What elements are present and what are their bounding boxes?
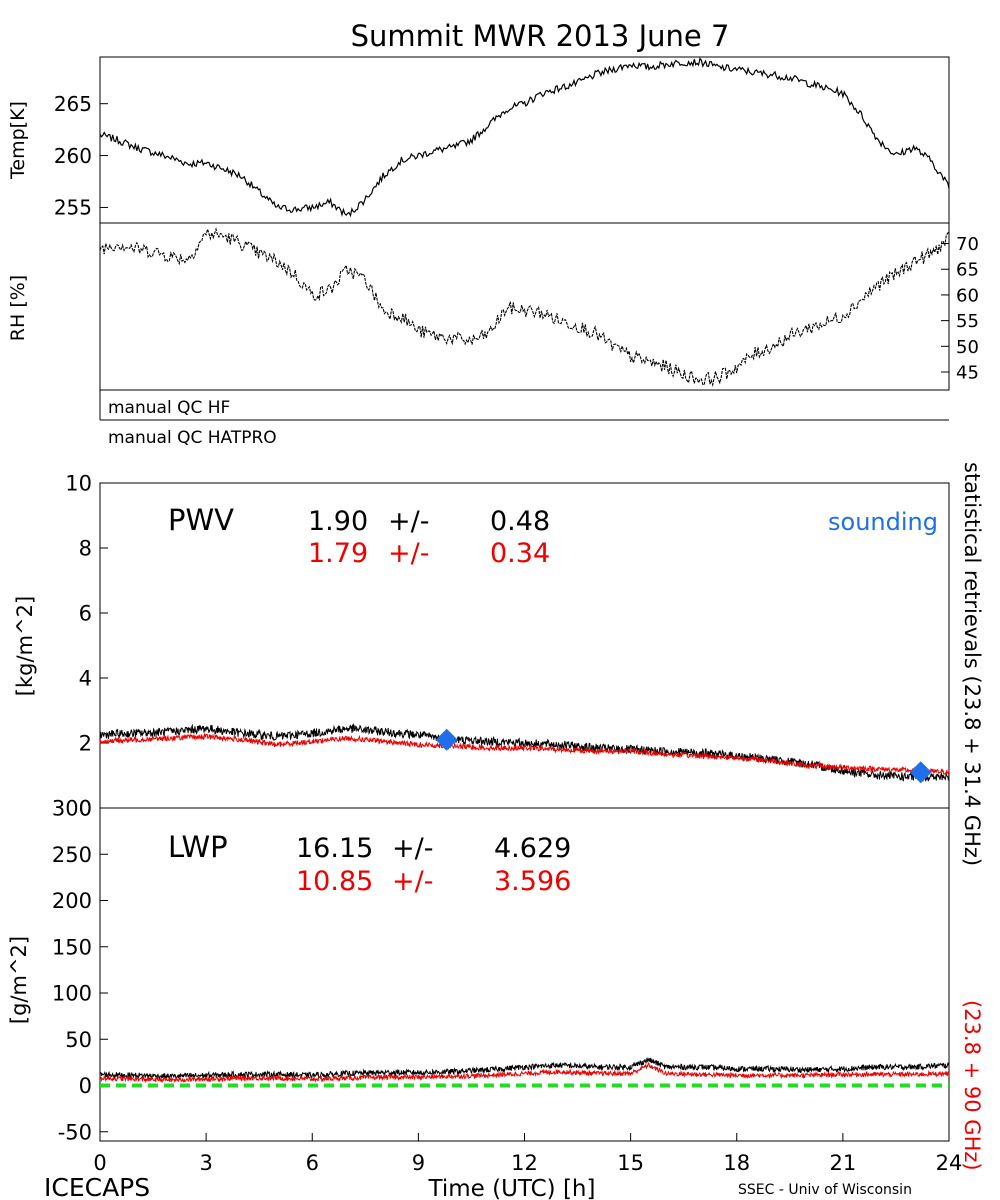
pwv-ylabel: [kg/m^2] <box>13 596 37 696</box>
footer-xlabel: Time (UTC) [h] <box>428 1176 596 1200</box>
rh-y-tick-label: 55 <box>956 311 979 332</box>
lwp-stat-red-err: 3.596 <box>494 866 571 897</box>
pwv-stat-red-value: 1.79 <box>308 538 368 569</box>
temp-y-tick-label: 265 <box>54 92 92 116</box>
sounding-marker <box>909 761 932 784</box>
footer-left: ICECAPS <box>44 1173 150 1200</box>
pwv-y-tick-label: 6 <box>79 602 92 626</box>
qc-strip: manual QC HF manual QC HATPRO <box>99 390 949 448</box>
temp-series-line <box>99 57 950 218</box>
side-label-red: (23.8 + 90 GHz) <box>960 1000 984 1171</box>
temp-panel: Temp[K] 255 260 265 <box>7 56 950 224</box>
pwv-stat-red-pm: +/- <box>388 538 429 569</box>
x-tick-label: 9 <box>412 1151 425 1175</box>
footer-right: SSEC - Univ of Wisconsin <box>738 1182 912 1198</box>
pwv-stat-black-err: 0.48 <box>490 506 550 537</box>
pwv-stat-red-err: 0.34 <box>490 538 550 569</box>
pwv-legend-sounding: sounding <box>828 508 938 536</box>
x-tick-label: 6 <box>306 1151 319 1175</box>
rh-y-ticks: 45 50 55 60 65 70 <box>941 234 979 383</box>
x-tick-label: 18 <box>723 1151 750 1175</box>
lwp-y-tick-label: 100 <box>52 982 92 1006</box>
lwp-stat-black-pm: +/- <box>392 833 433 864</box>
lwp-y-tick-label: 250 <box>52 843 92 867</box>
lwp-y-tick-label: 50 <box>65 1028 92 1052</box>
lwp-y-tick-label: 200 <box>52 889 92 913</box>
lwp-stat-black-value: 16.15 <box>296 833 373 864</box>
temp-ylabel: Temp[K] <box>7 101 29 180</box>
temp-frame <box>99 56 950 224</box>
rh-frame <box>99 222 950 391</box>
pwv-y-tick-label: 4 <box>79 667 92 691</box>
temp-y-tick-label: 255 <box>54 196 92 220</box>
lwp-x-ticks: 0 3 6 9 12 15 18 21 24 <box>93 1133 962 1175</box>
x-tick-label: 3 <box>199 1151 212 1175</box>
pwv-y-tick-label: 2 <box>79 732 92 756</box>
lwp-series-red <box>99 1061 950 1084</box>
lwp-stat-black-err: 4.629 <box>494 833 571 864</box>
rh-y-tick-label: 70 <box>956 234 979 255</box>
lwp-stat-red-pm: +/- <box>392 866 433 897</box>
pwv-series-red <box>99 732 950 776</box>
lwp-series-black <box>99 1057 950 1081</box>
x-tick-label: 0 <box>93 1151 106 1175</box>
lwp-y-tick-label: -50 <box>58 1120 92 1144</box>
x-tick-label: 24 <box>936 1151 963 1175</box>
rh-y-tick-label: 45 <box>956 362 979 383</box>
qc-hf-label: manual QC HF <box>108 398 230 418</box>
rh-y-tick-label: 50 <box>956 337 979 358</box>
lwp-title: LWP <box>168 830 228 864</box>
side-label-black: statistical retrievals (23.8 + 31.4 GHz) <box>960 462 984 866</box>
lwp-stat-red-value: 10.85 <box>296 866 373 897</box>
x-tick-label: 21 <box>830 1151 857 1175</box>
rh-series-line <box>99 227 950 387</box>
rh-panel: RH [%] 45 50 55 60 65 70 <box>7 222 979 391</box>
sounding-marker <box>435 728 458 751</box>
x-tick-label: 12 <box>511 1151 538 1175</box>
figure-title: Summit MWR 2013 June 7 <box>351 19 730 53</box>
pwv-y-tick-label: 0 <box>79 797 92 821</box>
x-tick-label: 15 <box>617 1151 644 1175</box>
lwp-y-ticks: -50 0 50 100 150 200 250 300 <box>52 797 108 1144</box>
pwv-y-ticks: 0 2 4 6 8 10 <box>65 472 108 821</box>
lwp-y-tick-label: 0 <box>79 1074 92 1098</box>
qc-hatpro-label: manual QC HATPRO <box>108 428 277 448</box>
lwp-y-tick-label: 300 <box>52 797 92 821</box>
pwv-sounding-markers <box>435 728 932 784</box>
pwv-stat-black-pm: +/- <box>388 506 429 537</box>
rh-y-tick-label: 60 <box>956 285 979 306</box>
pwv-title: PWV <box>168 503 234 537</box>
pwv-stat-black-value: 1.90 <box>308 506 368 537</box>
rh-ylabel: RH [%] <box>7 275 29 341</box>
pwv-y-tick-label: 10 <box>65 472 92 496</box>
temp-y-tick-label: 260 <box>54 144 92 168</box>
pwv-series-black <box>99 722 950 782</box>
pwv-y-tick-label: 8 <box>79 537 92 561</box>
temp-y-ticks: 255 260 265 <box>54 92 108 220</box>
lwp-ylabel: [g/m^2] <box>7 936 31 1024</box>
lwp-y-tick-label: 150 <box>52 935 92 959</box>
rh-y-tick-label: 65 <box>956 260 979 281</box>
